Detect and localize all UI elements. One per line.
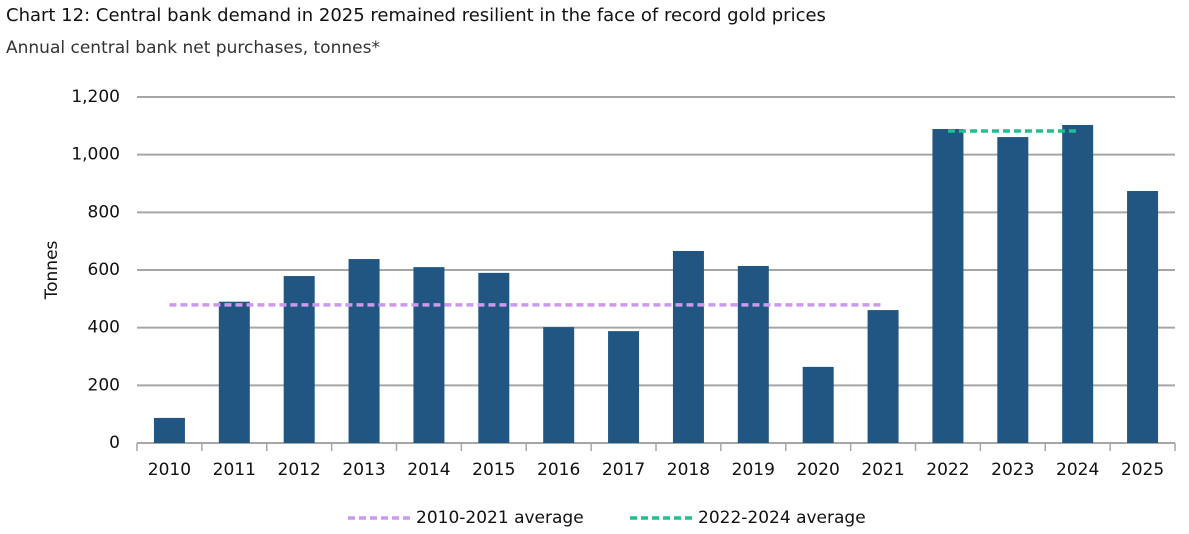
y-tick-label: 600 [88,260,120,280]
x-tick-label: 2021 [861,460,904,480]
bar [413,267,445,443]
x-tick-label: 2024 [1056,460,1099,480]
y-tick-label: 1,000 [71,145,120,165]
bar [283,276,315,443]
y-tick-label: 0 [109,433,120,453]
bar [543,327,575,443]
x-tick-label: 2011 [213,460,256,480]
x-tick-label: 2016 [537,460,580,480]
x-tick-label: 2012 [278,460,321,480]
bar [478,272,510,443]
bar [737,265,769,443]
bar [672,250,704,443]
bar [867,310,899,443]
bar [348,259,380,443]
chart-title: Chart 12: Central bank demand in 2025 re… [6,5,826,26]
chart-subtitle: Annual central bank net purchases, tonne… [6,38,380,58]
x-tick-label: 2015 [472,460,515,480]
y-tick-label: 1,200 [71,87,120,107]
x-tick-label: 2013 [342,460,385,480]
x-tick-label: 2020 [797,460,840,480]
x-tick-label: 2014 [407,460,450,480]
legend-label: 2022-2024 average [698,508,866,528]
x-tick-label: 2025 [1121,460,1164,480]
x-tick-label: 2022 [926,460,969,480]
bar [802,366,834,443]
y-tick-label: 400 [88,318,120,338]
bar [608,331,640,443]
bar [997,137,1029,443]
bar [1127,190,1159,443]
bar [932,129,964,443]
x-tick-label: 2017 [602,460,645,480]
x-tick-label: 2019 [732,460,775,480]
y-tick-label: 200 [88,375,120,395]
x-tick-label: 2010 [148,460,191,480]
x-tick-label: 2023 [991,460,1034,480]
y-axis-label: Tonnes [42,240,62,300]
y-tick-label: 800 [88,202,120,222]
bar [1062,124,1094,444]
bar [153,417,185,443]
bar [218,301,250,443]
x-tick-label: 2018 [667,460,710,480]
legend-label: 2010-2021 average [416,508,584,528]
